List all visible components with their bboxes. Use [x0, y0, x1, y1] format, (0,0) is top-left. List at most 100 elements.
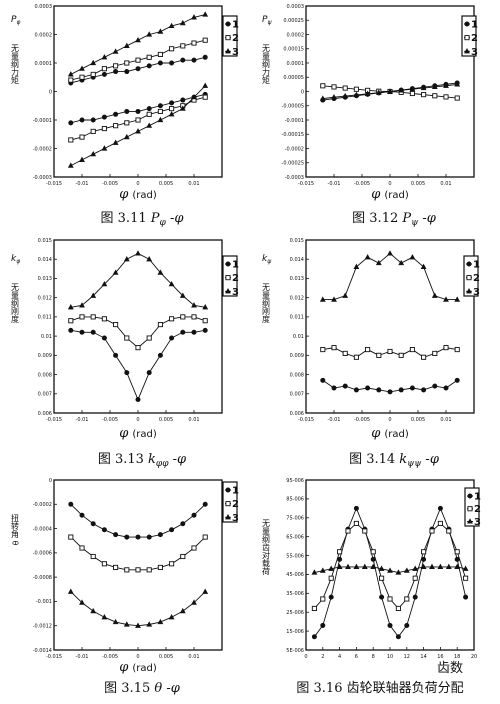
data-point — [180, 43, 186, 49]
data-point — [437, 520, 443, 526]
legend-label: 3 — [232, 47, 239, 58]
data-point — [180, 521, 186, 527]
data-point — [90, 71, 96, 77]
x-tick-label: 0 — [136, 654, 139, 660]
y-tick-label: 0.00025 — [283, 18, 304, 24]
data-point — [191, 40, 197, 46]
legend-marker — [225, 514, 231, 520]
data-point — [113, 564, 119, 570]
x-tick-label: 0.01 — [440, 417, 451, 423]
data-point — [90, 128, 96, 134]
y-tick-label: 0.006 — [38, 411, 52, 417]
figure-caption: 图 3.11 Pφ -φ — [101, 211, 185, 228]
legend-label: 2 — [471, 33, 478, 44]
data-point — [412, 575, 418, 581]
data-point — [398, 259, 405, 266]
data-point — [463, 594, 469, 600]
data-point — [376, 387, 382, 393]
data-point — [90, 607, 97, 614]
data-point — [320, 596, 326, 602]
data-point — [353, 505, 359, 511]
data-point — [421, 387, 427, 393]
y-tick-label: 0.0001 — [35, 61, 53, 67]
data-point — [191, 314, 197, 320]
data-point — [90, 150, 97, 157]
data-point — [112, 618, 119, 625]
data-point — [398, 352, 404, 358]
data-point — [395, 605, 401, 611]
data-point — [365, 347, 371, 353]
data-point — [180, 314, 186, 320]
data-point — [157, 564, 163, 570]
data-point — [202, 37, 208, 43]
data-point — [101, 613, 108, 620]
data-point — [169, 60, 175, 66]
legend-label: 1 — [232, 486, 239, 497]
data-point — [432, 93, 438, 99]
data-point — [443, 385, 449, 391]
y-tick-label: -0.0002 — [33, 146, 52, 152]
data-point — [113, 111, 119, 117]
data-point — [202, 54, 208, 60]
data-point — [345, 528, 351, 534]
data-point — [342, 92, 349, 99]
data-point — [421, 549, 427, 555]
y-tick-label: 0.007 — [290, 392, 304, 398]
data-point — [124, 567, 130, 573]
data-point — [146, 106, 152, 112]
x-tick-label: 0 — [388, 181, 391, 187]
legend-marker — [225, 35, 231, 41]
fig313-chart: -0.015 -0.01 -0.005 0 0.005 0.01 0.015 0.014 0.0… — [11, 238, 240, 469]
fig311-chart: -0.015 -0.01 -0.005 0 0.005 0.01 0.0003 0.0002 0… — [11, 4, 240, 228]
data-point — [101, 561, 107, 567]
data-point — [168, 280, 175, 287]
data-point — [454, 549, 460, 555]
data-point — [409, 85, 416, 92]
x-axis-label: φ (rad) — [119, 660, 157, 675]
y-axis-label: 扭转角 θ — [11, 513, 20, 546]
x-tick-label: 2 — [321, 654, 324, 660]
data-point — [421, 92, 427, 98]
x-tick-label: 0 — [136, 181, 139, 187]
data-point — [404, 622, 410, 628]
legend-label: 1 — [232, 260, 239, 271]
data-point — [68, 327, 74, 333]
data-point — [146, 335, 152, 341]
legend-marker — [225, 275, 231, 281]
data-point — [101, 66, 107, 72]
fig313-series-1 — [68, 327, 208, 403]
y-tick-label: 75-006 — [286, 516, 304, 522]
data-point — [169, 335, 175, 341]
y-tick-label: 0.013 — [290, 276, 304, 282]
data-point — [179, 607, 186, 614]
data-point — [361, 563, 368, 569]
data-point — [180, 553, 186, 560]
data-point — [68, 77, 74, 83]
data-point — [101, 316, 107, 322]
y-tick-label: 0.007 — [38, 392, 52, 398]
x-axis-label: φ (rad) — [119, 426, 157, 441]
data-point — [375, 259, 382, 266]
data-point — [443, 82, 449, 88]
data-point — [320, 347, 326, 353]
legend-label: 1 — [471, 20, 478, 31]
data-point — [191, 329, 197, 335]
x-tick-label: -0.005 — [102, 181, 118, 187]
fig313-series-3 — [67, 250, 209, 310]
data-point — [353, 86, 359, 92]
data-point — [320, 83, 326, 89]
legend-marker — [464, 48, 470, 54]
fig315-series-2 — [68, 534, 208, 573]
data-point — [409, 90, 415, 97]
fig316-chart: 0 2 4 6 8 10 12 14 16 18 2095-00685-00675-00665-00… — [262, 478, 482, 696]
data-point — [123, 133, 130, 140]
figure-caption: 图 3.15 θ -φ — [104, 681, 181, 696]
legend-marker — [467, 518, 473, 524]
data-point — [202, 82, 209, 88]
figure-caption: 图 3.14 kψψ -φ — [349, 452, 440, 469]
y-tick-label: -0.001 — [36, 599, 52, 605]
data-point — [454, 81, 461, 87]
data-point — [375, 89, 382, 95]
y-tick-label: 0 — [49, 478, 52, 484]
data-point — [157, 116, 164, 123]
